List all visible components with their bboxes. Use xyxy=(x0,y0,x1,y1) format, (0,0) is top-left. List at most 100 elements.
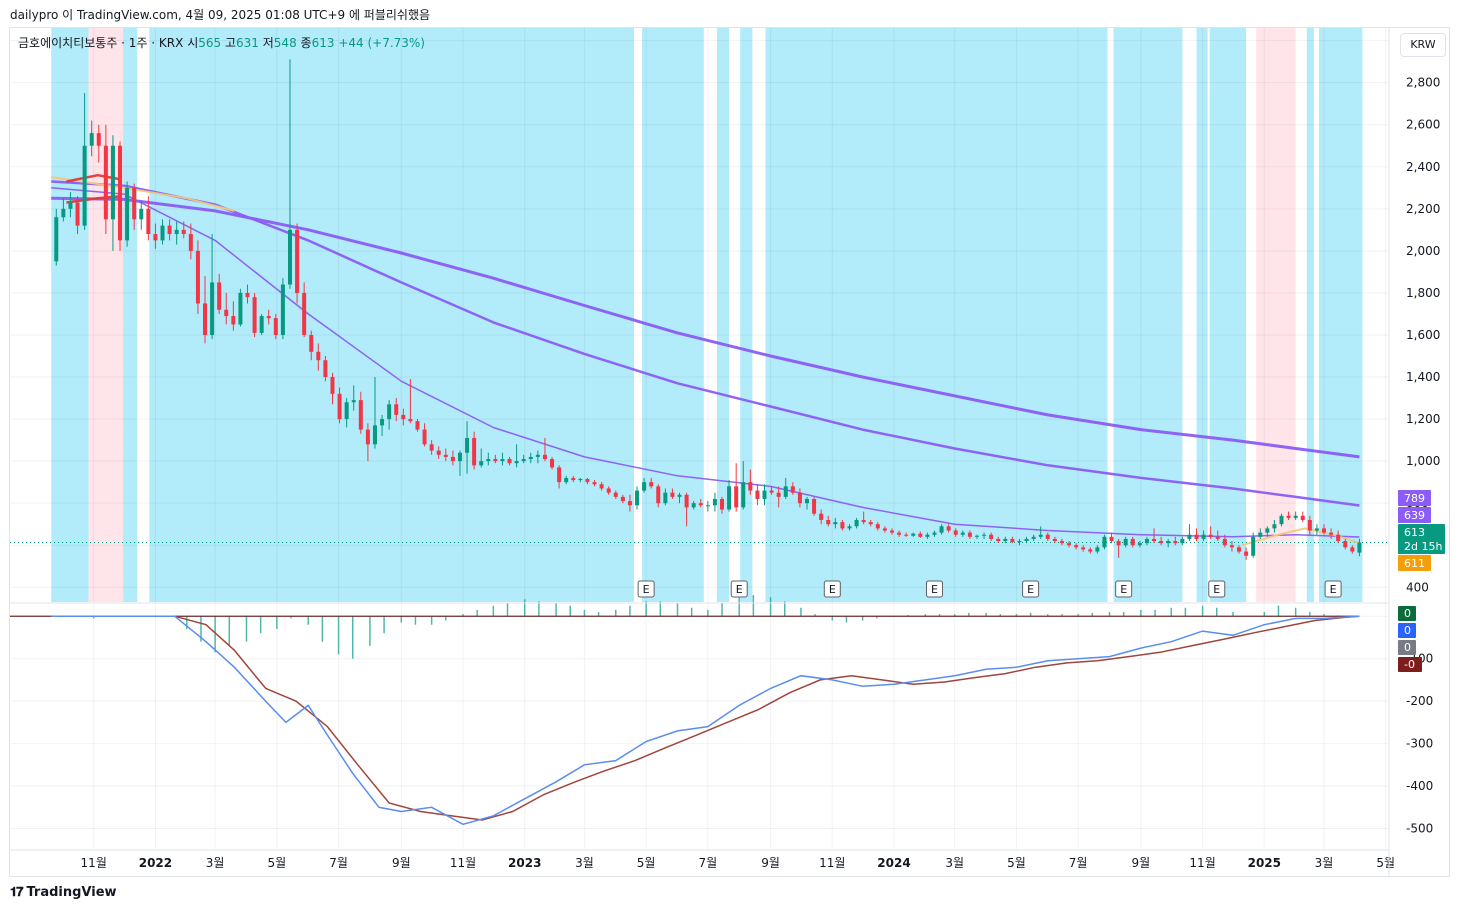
earnings-box xyxy=(1324,580,1342,598)
candle-body xyxy=(578,479,583,481)
candle xyxy=(415,419,420,432)
candle-body xyxy=(557,467,562,483)
candle xyxy=(861,511,866,525)
time-tick-label: 2024 xyxy=(877,856,910,870)
candle-body xyxy=(500,459,505,462)
candle-body xyxy=(436,450,441,455)
candle-body xyxy=(1152,538,1157,542)
candle-body xyxy=(245,292,250,298)
candle-body xyxy=(1067,543,1072,546)
candle-body xyxy=(1279,515,1284,525)
candle xyxy=(1109,532,1114,544)
candle xyxy=(181,221,186,239)
earnings-marker: E xyxy=(1324,580,1342,598)
candle xyxy=(394,398,399,422)
time-tick-label: 9월 xyxy=(1132,856,1151,870)
candle xyxy=(486,452,491,466)
candle xyxy=(875,522,880,531)
candle xyxy=(188,223,193,260)
candle-body xyxy=(670,492,675,497)
candle xyxy=(1166,538,1171,548)
close-label: 종 xyxy=(300,36,312,50)
band-blue xyxy=(149,28,634,602)
band-blue xyxy=(1318,28,1363,602)
candle-body xyxy=(769,490,774,493)
band-blue xyxy=(716,28,730,602)
candle-body xyxy=(372,425,377,445)
candle xyxy=(932,530,937,537)
candle xyxy=(75,196,80,235)
candle-body xyxy=(804,498,809,504)
candle xyxy=(613,490,618,499)
candle xyxy=(911,532,916,537)
ma-line-1 xyxy=(51,180,1360,507)
candle xyxy=(82,93,87,230)
candle xyxy=(868,520,873,527)
candle xyxy=(358,391,363,434)
candle-body xyxy=(1350,547,1355,552)
ma-line-3 xyxy=(51,176,235,212)
time-tick-label: 3월 xyxy=(1315,856,1334,870)
band-blue xyxy=(642,28,704,602)
earnings-letter: E xyxy=(1120,583,1127,596)
candle xyxy=(1088,547,1093,554)
low-value: 548 xyxy=(273,36,297,50)
candle-body xyxy=(996,538,1001,542)
candle xyxy=(1201,530,1206,542)
tradingview-footer[interactable]: 𝟏𝟕 TradingView xyxy=(10,885,117,900)
candle-body xyxy=(167,225,172,235)
candle xyxy=(564,475,569,485)
candle-body xyxy=(54,217,59,262)
candle xyxy=(1258,528,1263,539)
candle xyxy=(755,484,760,506)
candle-body xyxy=(627,501,632,506)
candle-body xyxy=(939,526,944,533)
candle xyxy=(330,372,335,405)
candle-body xyxy=(953,530,958,535)
candle xyxy=(599,482,604,491)
candle-body xyxy=(904,534,909,536)
candle xyxy=(1137,541,1142,548)
candle-body xyxy=(925,534,930,537)
candle xyxy=(1215,530,1220,542)
candle-body xyxy=(897,532,902,535)
candle xyxy=(1052,536,1057,544)
currency-button[interactable]: KRW xyxy=(1400,33,1446,57)
macd-value-text: 0 xyxy=(1404,641,1411,654)
time-tick-label: 3월 xyxy=(575,856,594,870)
candle-body xyxy=(748,482,753,491)
candle-body xyxy=(727,486,732,510)
candle-body xyxy=(1307,520,1312,531)
candle-body xyxy=(337,393,342,420)
band-blue xyxy=(765,28,1108,602)
candle-body xyxy=(1251,536,1256,556)
earnings-marker: E xyxy=(637,580,655,598)
macd-value-label: 0 xyxy=(1398,606,1416,621)
candle xyxy=(89,120,94,157)
high-label: 고 xyxy=(224,36,237,50)
macd-tick-label: -200 xyxy=(1406,694,1433,708)
candle xyxy=(337,387,342,424)
candle-body xyxy=(401,414,406,420)
macd-value-text: 0 xyxy=(1404,607,1411,620)
candle xyxy=(287,59,292,289)
candle-body xyxy=(486,459,491,462)
candle xyxy=(1123,536,1128,548)
candle xyxy=(1074,543,1079,550)
candle-body xyxy=(110,145,115,220)
candle xyxy=(429,440,434,455)
candle xyxy=(1229,541,1234,552)
candle xyxy=(68,192,73,218)
candle-body xyxy=(139,208,144,220)
candle xyxy=(762,484,767,506)
candle xyxy=(925,532,930,539)
candle-body xyxy=(380,419,385,426)
candle-body xyxy=(982,534,987,536)
candle xyxy=(592,480,597,487)
candle xyxy=(1045,532,1050,542)
candle-body xyxy=(252,297,257,333)
earnings-letter: E xyxy=(643,583,650,596)
candle-body xyxy=(351,400,356,403)
candle-body xyxy=(1045,534,1050,539)
